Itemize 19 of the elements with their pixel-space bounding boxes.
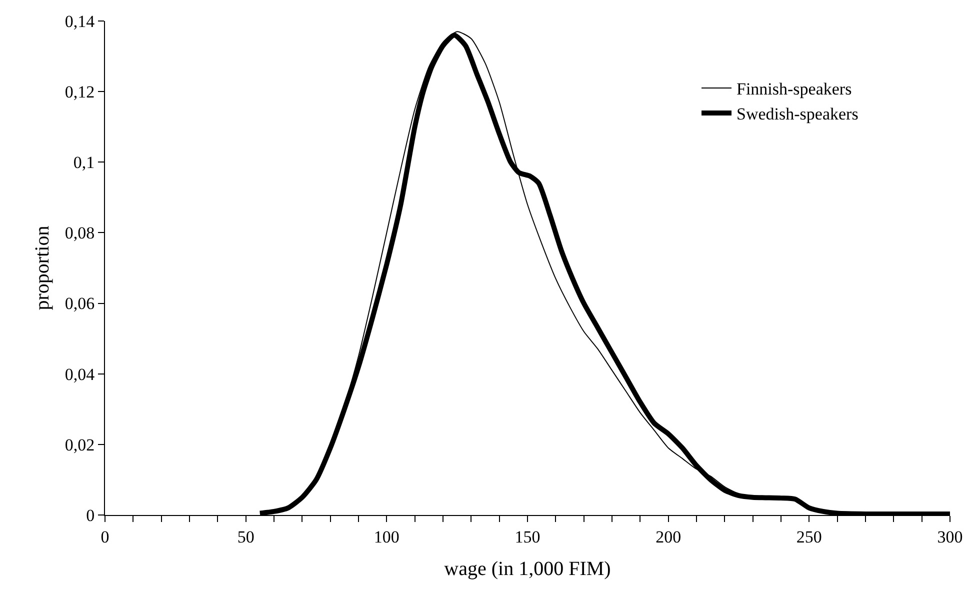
y-tick-label: 0,12	[64, 82, 95, 102]
x-tick-label: 300	[937, 527, 963, 546]
legend-label: Swedish-speakers	[736, 104, 858, 124]
y-tick-label: 0,02	[64, 435, 95, 454]
x-tick-label: 0	[100, 527, 110, 546]
y-tick-label: 0,1	[73, 153, 95, 172]
y-tick-label: 0,14	[64, 12, 96, 31]
y-tick-label: 0	[86, 506, 95, 525]
x-axis-title: wage (in 1,000 FIM)	[444, 558, 611, 580]
y-tick-label: 0,06	[64, 294, 95, 314]
legend-label: Finnish-speakers	[736, 80, 852, 99]
y-tick-label: 0,04	[64, 364, 96, 384]
x-tick-label: 200	[656, 527, 682, 546]
x-tick-label: 250	[796, 527, 822, 546]
y-axis-title: proportion	[31, 226, 54, 310]
x-tick-label: 100	[374, 527, 400, 546]
y-tick-label: 0,08	[64, 224, 95, 243]
x-tick-label: 150	[514, 527, 540, 546]
x-tick-label: 50	[237, 527, 254, 546]
